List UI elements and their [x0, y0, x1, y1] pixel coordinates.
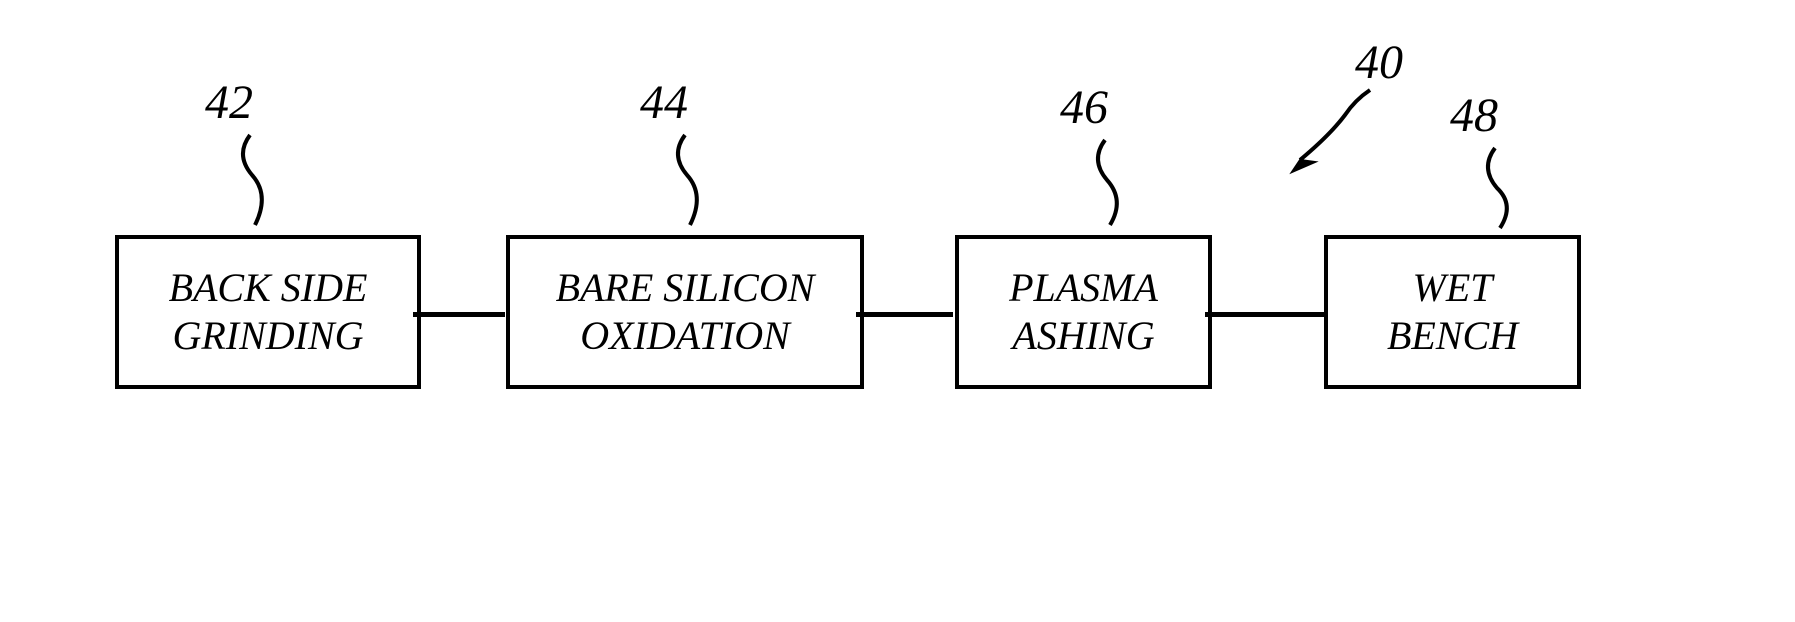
process-flow-diagram: BACK SIDE GRINDING 42 BARE SILICON OXIDA… [0, 0, 1795, 622]
connector-3-4 [1205, 312, 1324, 317]
box-line-2: OXIDATION [580, 312, 790, 360]
connector-1-2 [413, 312, 505, 317]
ref-label-46: 46 [1060, 80, 1108, 135]
process-box-wet-bench: WET BENCH [1324, 235, 1581, 389]
box-line-1: BARE SILICON [556, 264, 815, 312]
connector-2-3 [856, 312, 953, 317]
box-line-2: ASHING [1012, 312, 1154, 360]
box-line-2: BENCH [1387, 312, 1518, 360]
squiggle-46 [1085, 135, 1135, 230]
process-box-bare-silicon-oxidation: BARE SILICON OXIDATION [506, 235, 864, 389]
process-box-plasma-ashing: PLASMA ASHING [955, 235, 1212, 389]
box-line-1: PLASMA [1009, 264, 1158, 312]
arrow-40 [1270, 80, 1400, 190]
squiggle-42 [230, 130, 280, 230]
box-line-1: WET [1413, 264, 1493, 312]
squiggle-48 [1475, 143, 1525, 233]
ref-label-48: 48 [1450, 88, 1498, 143]
ref-label-42: 42 [205, 75, 253, 130]
box-line-1: BACK SIDE [169, 264, 368, 312]
process-box-back-side-grinding: BACK SIDE GRINDING [115, 235, 421, 389]
box-line-2: GRINDING [172, 312, 363, 360]
squiggle-44 [665, 130, 715, 230]
ref-label-44: 44 [640, 75, 688, 130]
